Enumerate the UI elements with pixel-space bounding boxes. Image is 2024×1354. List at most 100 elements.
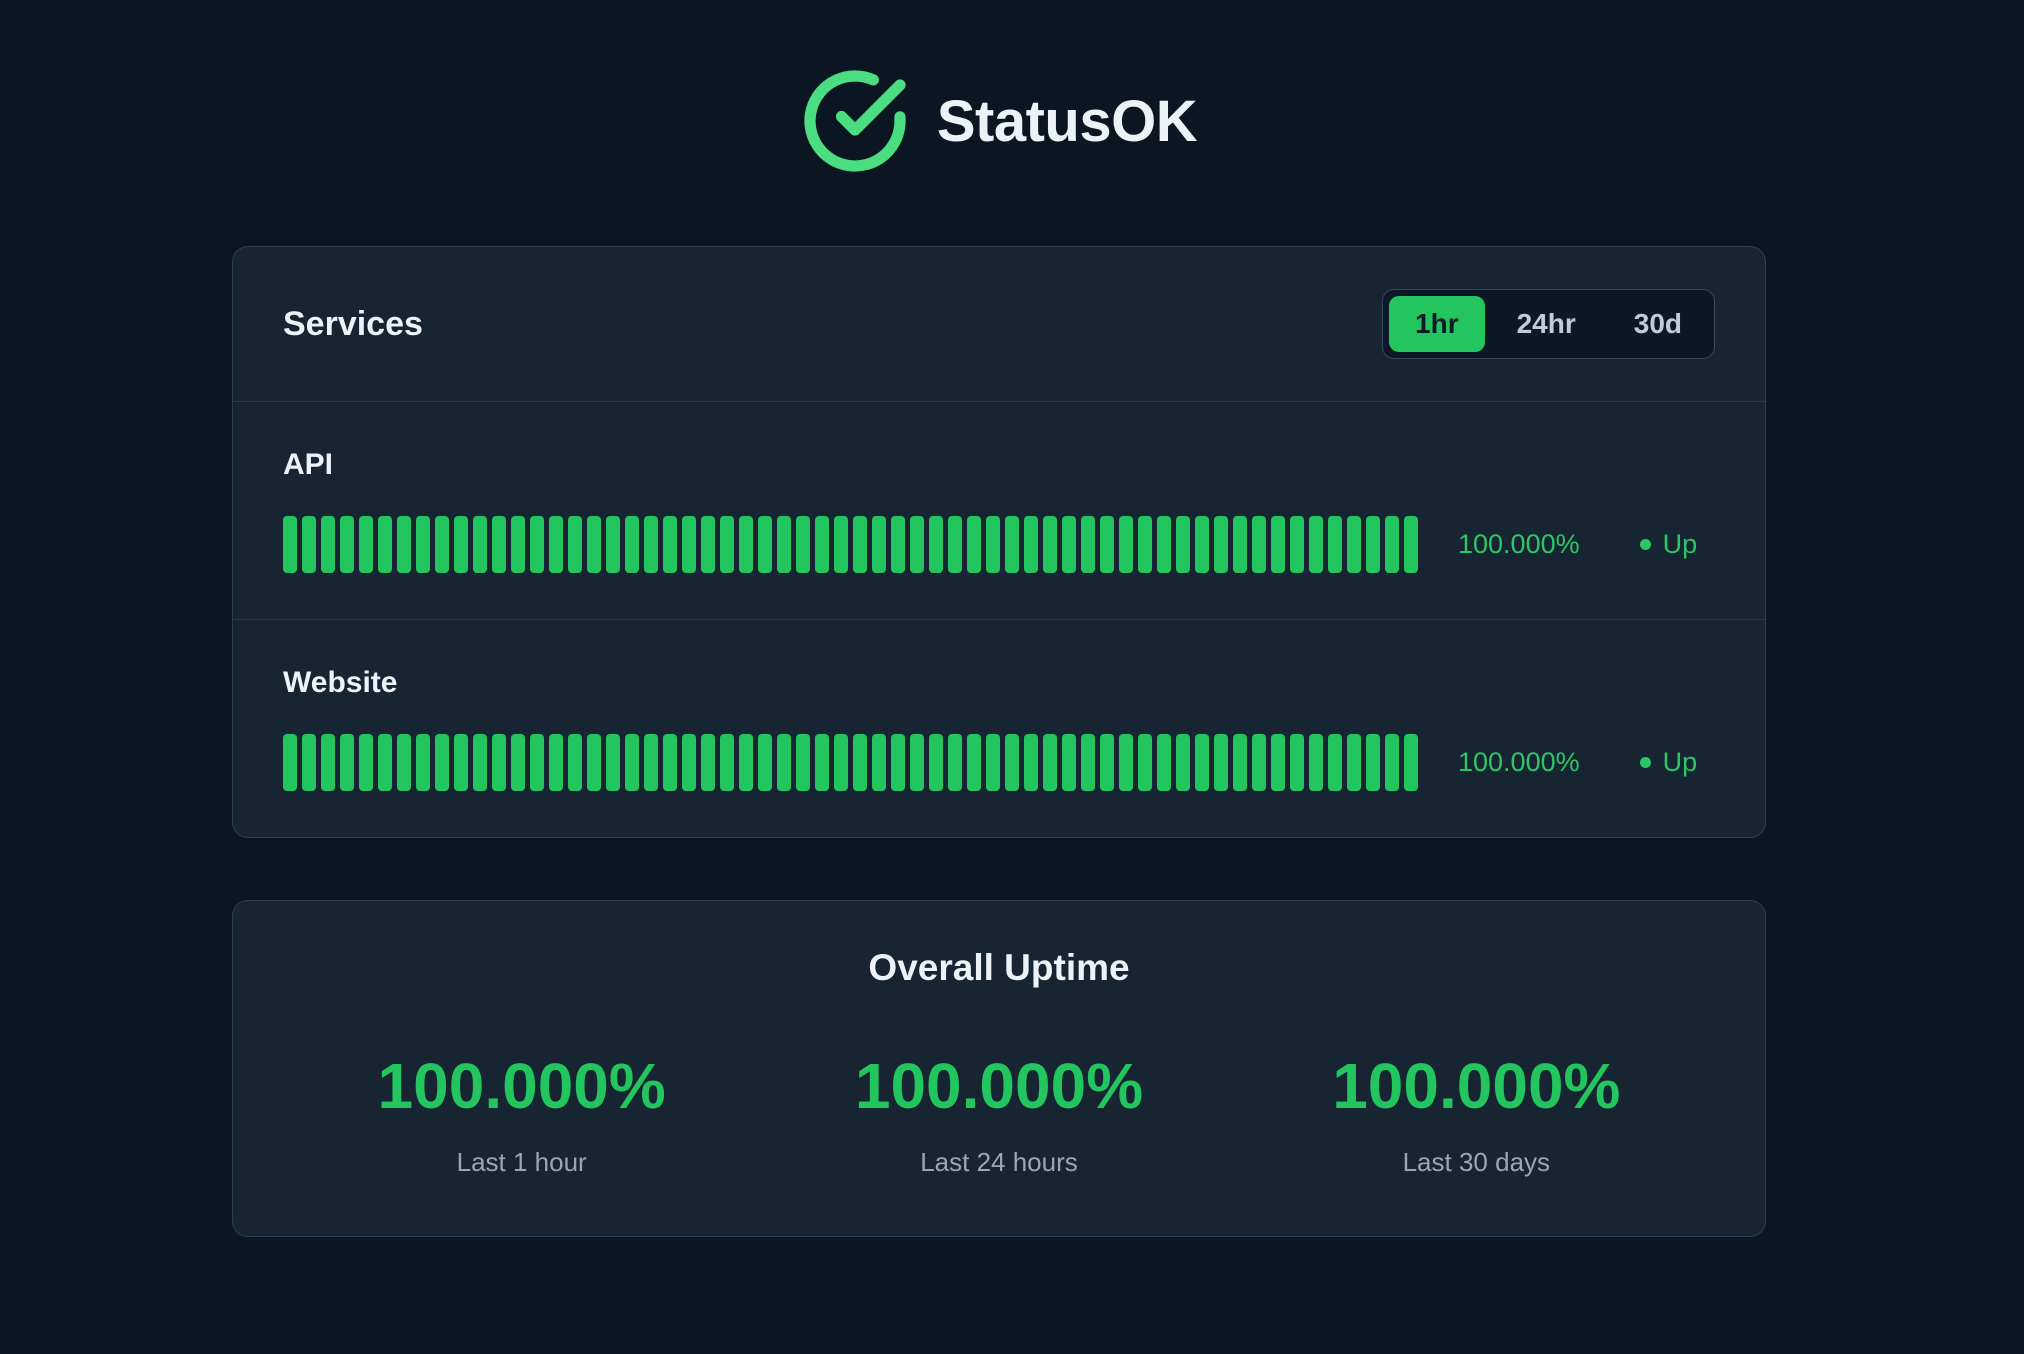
uptime-tick — [1081, 516, 1095, 573]
uptime-tick — [1328, 734, 1342, 791]
uptime-tick — [587, 734, 601, 791]
uptime-tick — [910, 516, 924, 573]
service-meta: 100.000% Up — [283, 734, 1715, 791]
uptime-tick — [625, 734, 639, 791]
uptime-tick — [1062, 734, 1076, 791]
services-card: Services 1hr 24hr 30d API 100.000% Up Webs… — [232, 246, 1766, 838]
uptime-tick — [682, 734, 696, 791]
uptime-tick — [492, 734, 506, 791]
uptime-stat-value: 100.000% — [854, 1050, 1144, 1122]
uptime-tick — [416, 734, 430, 791]
uptime-tick — [1195, 516, 1209, 573]
time-range-button-24hr[interactable]: 24hr — [1491, 296, 1602, 352]
uptime-tick — [321, 734, 335, 791]
time-range-button-30d[interactable]: 30d — [1608, 296, 1708, 352]
uptime-tick — [834, 516, 848, 573]
uptime-tick — [758, 734, 772, 791]
uptime-tick — [777, 516, 791, 573]
service-meta: 100.000% Up — [283, 516, 1715, 573]
uptime-tick — [682, 516, 696, 573]
uptime-stat-value: 100.000% — [1332, 1050, 1621, 1122]
uptime-tick — [796, 734, 810, 791]
uptime-tick — [701, 734, 715, 791]
uptime-stat-value: 100.000% — [377, 1050, 666, 1122]
uptime-tick — [530, 734, 544, 791]
uptime-tick — [435, 516, 449, 573]
uptime-tick — [1404, 734, 1418, 791]
uptime-tick — [1119, 516, 1133, 573]
uptime-tick — [701, 516, 715, 573]
page-container: StatusOK Services 1hr 24hr 30d API 100.000… — [232, 0, 1766, 1238]
uptime-tick — [473, 734, 487, 791]
uptime-tick — [1233, 734, 1247, 791]
uptime-tick — [1366, 516, 1380, 573]
uptime-tick — [568, 516, 582, 573]
uptime-tick — [1214, 516, 1228, 573]
uptime-tick — [1176, 734, 1190, 791]
uptime-tick — [473, 516, 487, 573]
uptime-percentage: 100.000% — [1458, 747, 1580, 777]
uptime-tick — [283, 734, 297, 791]
uptime-tick — [1062, 516, 1076, 573]
services-card-header: Services 1hr 24hr 30d — [233, 247, 1765, 402]
uptime-tick — [1271, 734, 1285, 791]
uptime-tick — [1195, 734, 1209, 791]
uptime-tick — [1385, 516, 1399, 573]
time-range-button-1hr[interactable]: 1hr — [1389, 296, 1485, 352]
uptime-tick — [492, 516, 506, 573]
status-dot-icon — [1639, 539, 1651, 550]
uptime-tick — [1176, 516, 1190, 573]
app-header: StatusOK — [232, 66, 1766, 176]
uptime-tick — [454, 516, 468, 573]
uptime-tick — [302, 734, 316, 791]
uptime-tick — [1157, 734, 1171, 791]
uptime-tick — [986, 734, 1000, 791]
uptime-tick — [359, 516, 373, 573]
uptime-tick — [815, 734, 829, 791]
uptime-tick — [587, 516, 601, 573]
uptime-tick — [1366, 734, 1380, 791]
uptime-tick — [340, 516, 354, 573]
uptime-tick — [1043, 516, 1057, 573]
uptime-tick — [1024, 734, 1038, 791]
uptime-tick — [1043, 734, 1057, 791]
uptime-tick — [967, 734, 981, 791]
uptime-tick — [359, 734, 373, 791]
overall-uptime-title: Overall Uptime — [868, 947, 1130, 988]
check-circle-icon — [801, 67, 909, 175]
services-title: Services — [283, 304, 423, 343]
status-label: Up — [1662, 747, 1698, 777]
status-label: Up — [1662, 529, 1698, 559]
service-name: API — [283, 448, 334, 481]
uptime-tick — [606, 516, 620, 573]
uptime-tick — [1100, 734, 1114, 791]
uptime-tick — [1290, 734, 1304, 791]
uptime-tick — [1347, 734, 1361, 791]
uptime-tick — [1290, 516, 1304, 573]
uptime-tick — [1081, 734, 1095, 791]
uptime-tick — [1157, 516, 1171, 573]
uptime-tick — [1252, 516, 1266, 573]
uptime-tick — [1385, 734, 1399, 791]
uptime-stat: 100.000% Last 1 hour — [283, 1051, 760, 1178]
uptime-tick — [511, 734, 525, 791]
uptime-tick — [1328, 516, 1342, 573]
uptime-stat: 100.000% Last 24 hours — [760, 1051, 1237, 1178]
app-title: StatusOK — [936, 88, 1198, 154]
uptime-percentage: 100.000% — [1458, 529, 1580, 559]
uptime-tick — [815, 516, 829, 573]
uptime-tick — [1252, 734, 1266, 791]
uptime-tick — [644, 734, 658, 791]
uptime-tick — [739, 734, 753, 791]
uptime-tick — [796, 516, 810, 573]
service-row: API 100.000% Up — [233, 402, 1765, 620]
uptime-tick — [549, 516, 563, 573]
status-indicator: Up — [1639, 747, 1698, 777]
uptime-tick — [929, 734, 943, 791]
uptime-tick — [511, 516, 525, 573]
uptime-tick — [644, 516, 658, 573]
uptime-tick — [1309, 734, 1323, 791]
uptime-tick — [1233, 516, 1247, 573]
uptime-tick — [929, 516, 943, 573]
time-range-toggle: 1hr 24hr 30d — [1382, 289, 1715, 359]
